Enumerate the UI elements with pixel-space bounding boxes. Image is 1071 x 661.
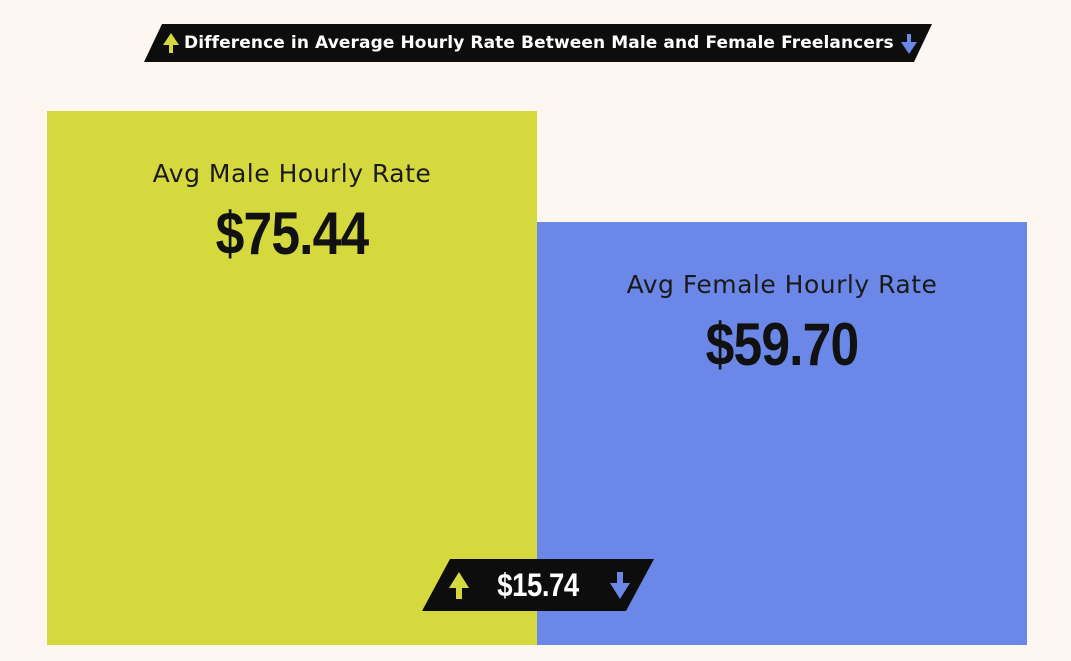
bar-female-label: Avg Female Hourly Rate — [626, 270, 938, 299]
bar-female-value: $59.70 — [705, 311, 860, 378]
bar-male: Avg Male Hourly Rate $75.44 — [47, 111, 537, 645]
difference-badge-background — [422, 559, 654, 611]
down-arrow-icon — [901, 34, 917, 54]
title-banner-background — [144, 24, 932, 62]
chart-title: Difference in Average Hourly Rate Betwee… — [184, 33, 894, 53]
up-arrow-icon — [449, 572, 469, 599]
difference-badge: $15.74 — [422, 559, 654, 611]
bar-male-label: Avg Male Hourly Rate — [152, 159, 432, 188]
down-arrow-icon — [610, 572, 630, 599]
up-arrow-icon — [163, 33, 179, 53]
bar-male-value: $75.44 — [215, 200, 370, 267]
title-banner: Difference in Average Hourly Rate Betwee… — [144, 24, 932, 62]
difference-value: $15.74 — [497, 567, 579, 603]
